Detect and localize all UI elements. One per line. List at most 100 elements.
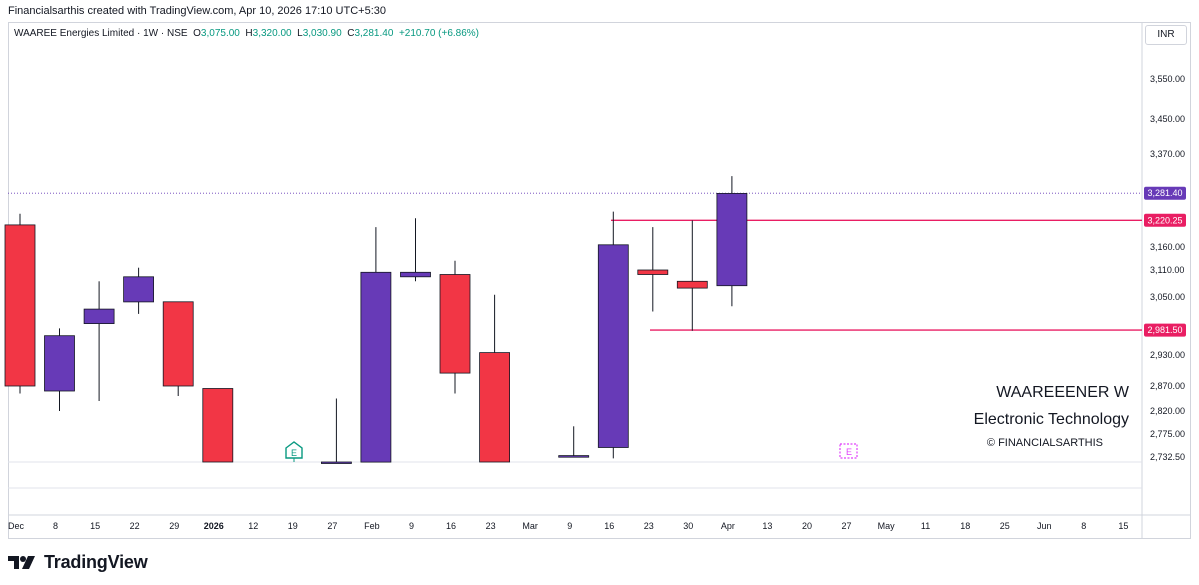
candle[interactable] (202, 388, 234, 463)
x-tick-label: 22 (130, 521, 140, 531)
candle-body (439, 274, 471, 374)
candle[interactable] (44, 328, 75, 411)
currency-selector[interactable]: INR (1145, 25, 1187, 45)
open-label: O (193, 28, 201, 39)
x-tick-label: 27 (841, 521, 851, 531)
x-tick-label: 23 (644, 521, 654, 531)
level-price-tag-text: 2,981.50 (1147, 325, 1182, 335)
candle[interactable] (162, 301, 194, 396)
y-tick-label: 2,775.00 (1150, 429, 1185, 439)
watermark-symbol: WAAREEENER W (996, 384, 1129, 401)
level-price-tag: 2,981.50 (1144, 323, 1186, 337)
candle[interactable] (637, 227, 669, 312)
x-tick-label: 15 (90, 521, 100, 531)
y-tick-label: 2,930.00 (1150, 350, 1185, 360)
x-tick-label: May (878, 521, 896, 531)
candle-body (320, 461, 352, 464)
candle[interactable] (716, 176, 748, 307)
candle-body (400, 271, 431, 278)
candle[interactable] (597, 211, 629, 459)
candle-body (162, 301, 194, 387)
current-price-tag: 3,281.40 (1144, 186, 1186, 200)
x-tick-label: 2026 (204, 521, 224, 531)
close-value: 3,281.40 (354, 28, 394, 39)
y-tick-label: 2,820.00 (1150, 406, 1185, 416)
x-tick-label: 18 (960, 521, 970, 531)
candle[interactable] (123, 267, 154, 314)
open-value: 3,075.00 (200, 28, 240, 39)
x-tick-label: 15 (1118, 521, 1128, 531)
earnings-green-letter: E (291, 448, 297, 458)
candle[interactable] (83, 281, 115, 401)
attribution-text: Financialsarthis created with TradingVie… (8, 5, 386, 17)
candle[interactable] (439, 260, 471, 394)
high-label: H (245, 28, 253, 39)
earnings-marker-purple[interactable]: E (839, 443, 858, 459)
candle[interactable] (558, 426, 590, 458)
candle-body (360, 271, 392, 463)
watermark-copyright: © FINANCIALSARTHIS (986, 437, 1103, 449)
candle-body (676, 280, 708, 289)
candle-body (637, 269, 669, 275)
symbol-info: WAAREE Energies Limited · 1W · NSE (14, 28, 188, 39)
y-tick-label: 3,370.00 (1150, 149, 1185, 159)
candle[interactable] (360, 227, 392, 463)
x-tick-label: 29 (169, 521, 179, 531)
x-tick-label: Dec (8, 521, 25, 531)
candle-body (558, 455, 590, 458)
tradingview-logo-text: TradingView (44, 551, 148, 572)
candle[interactable] (479, 294, 511, 463)
x-tick-label: 8 (53, 521, 58, 531)
candle[interactable] (400, 218, 431, 282)
candle-body (83, 308, 115, 325)
x-tick-label: Jun (1037, 521, 1052, 531)
currency-label: INR (1157, 29, 1175, 40)
candle-body (202, 388, 234, 463)
watermark-sector: Electronic Technology (973, 411, 1129, 428)
level-price-tag-bg (1144, 323, 1186, 337)
x-tick-label: 23 (486, 521, 496, 531)
candle[interactable] (4, 213, 36, 394)
x-tick-label: Feb (364, 521, 380, 531)
x-tick-label: 9 (409, 521, 414, 531)
close-label: C (347, 28, 355, 39)
candle-body (716, 192, 748, 287)
tradingview-logo[interactable]: TradingView (8, 550, 148, 574)
x-tick-label: 12 (248, 521, 258, 531)
y-tick-label: 3,550.00 (1150, 74, 1185, 84)
earnings-purple-icon[interactable] (839, 443, 858, 459)
candle-body (44, 335, 75, 392)
earnings-marker-green[interactable]: E (285, 441, 303, 462)
low-value: 3,030.90 (302, 28, 342, 39)
current-price-tag-text: 3,281.40 (1147, 188, 1182, 198)
y-tick-label: 3,110.00 (1150, 265, 1184, 275)
level-price-tag: 3,220.25 (1144, 213, 1186, 227)
y-tick-label: 2,870.00 (1150, 381, 1185, 391)
x-tick-label: 20 (802, 521, 812, 531)
x-tick-label: 9 (567, 521, 572, 531)
y-tick-label: 3,160.00 (1150, 242, 1185, 252)
y-tick-label: 2,732.50 (1150, 452, 1185, 462)
tradingview-logo-icon (8, 556, 35, 569)
x-tick-label: 19 (288, 521, 298, 531)
x-tick-label: 30 (683, 521, 693, 531)
x-tick-label: Apr (721, 521, 735, 531)
level-price-tag-text: 3,220.25 (1147, 215, 1182, 225)
candle-body (479, 352, 511, 463)
low-label: L (297, 28, 303, 39)
attribution-bar: Financialsarthis created with TradingVie… (0, 0, 1199, 22)
high-value: 3,320.00 (252, 28, 292, 39)
change-value: +210.70 (+6.86%) (398, 28, 480, 39)
candle-body (597, 244, 629, 448)
y-tick-label: 3,050.00 (1150, 292, 1185, 302)
candle[interactable] (676, 220, 708, 331)
candle[interactable] (320, 398, 352, 464)
current-price-tag-bg (1144, 186, 1186, 200)
x-tick-label: 8 (1081, 521, 1086, 531)
earnings-green-icon[interactable] (285, 441, 303, 459)
earnings-purple-letter: E (846, 447, 852, 457)
x-tick-label: 27 (327, 521, 337, 531)
level-price-tag-bg (1144, 213, 1186, 227)
x-tick-label: 13 (762, 521, 772, 531)
